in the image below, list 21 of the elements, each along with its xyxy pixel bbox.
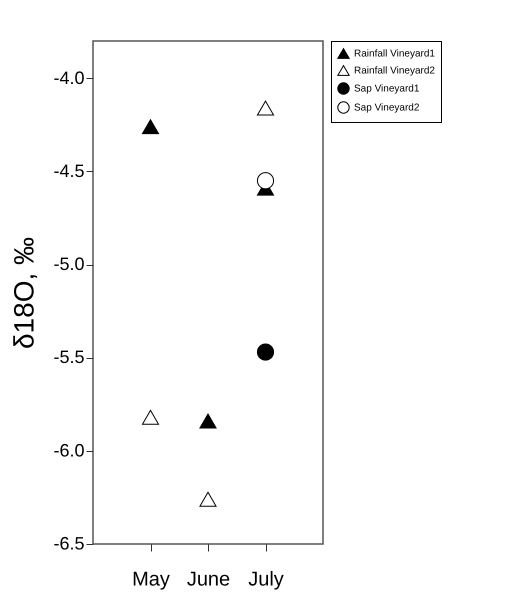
y-tick-label: -5.5 [53,347,84,368]
point [256,172,274,190]
y-tick-label: -4.5 [53,160,84,181]
legend-label: Sap Vineyard2 [354,102,420,114]
x-tick-label: July [248,568,284,590]
x-tick-label: May [132,568,170,590]
x-tick-label: June [186,568,230,590]
y-axis-title: δ18O, ‰ [8,236,40,350]
legend-label: Rainfall Vineyard2 [354,66,436,76]
y-tick-label: -6.5 [53,534,84,554]
legend-label: Rainfall Vineyard1 [354,48,436,60]
y-tick-label: -4.0 [53,68,84,88]
point [199,414,217,429]
point [142,119,160,134]
point [256,344,274,361]
point [199,492,217,507]
y-tick-label: -5.0 [53,254,84,274]
y-tick-label: -6.0 [53,440,84,460]
point [142,410,160,425]
point [256,100,274,116]
legend-label: Sap Vineyard1 [354,84,420,94]
